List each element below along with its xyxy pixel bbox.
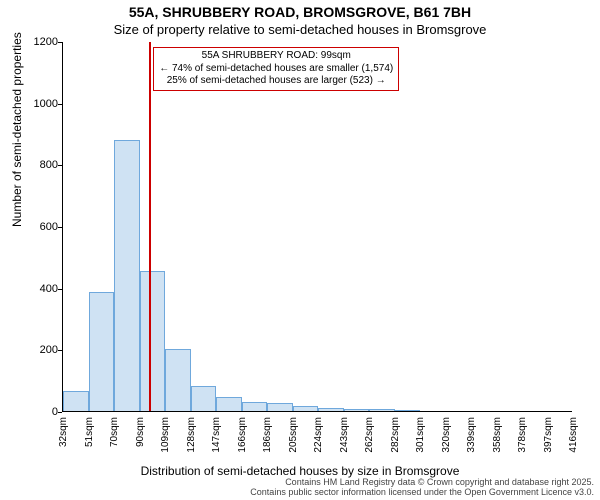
x-tick-label: 51sqm — [84, 417, 95, 447]
attribution-line-2: Contains public sector information licen… — [250, 488, 594, 498]
histogram-bar — [267, 403, 293, 411]
y-tick-label: 1200 — [34, 36, 58, 48]
plot-inner: 55A SHRUBBERY ROAD: 99sqm← 74% of semi-d… — [63, 42, 572, 411]
x-tick-label: 320sqm — [441, 417, 452, 453]
y-tick-label: 200 — [40, 344, 58, 356]
property-size-chart: 55A, SHRUBBERY ROAD, BROMSGROVE, B61 7BH… — [0, 0, 600, 500]
x-tick-label: 378sqm — [517, 417, 528, 453]
histogram-bar — [216, 397, 242, 411]
y-tick-mark — [58, 412, 62, 413]
histogram-bar — [369, 409, 395, 411]
plot-area: 55A SHRUBBERY ROAD: 99sqm← 74% of semi-d… — [62, 42, 572, 412]
x-tick-label: 70sqm — [109, 417, 120, 447]
attribution: Contains HM Land Registry data © Crown c… — [250, 478, 594, 498]
histogram-bar — [165, 349, 191, 411]
y-tick-label: 600 — [40, 221, 58, 233]
histogram-bar — [293, 406, 319, 411]
x-tick-label: 262sqm — [364, 417, 375, 453]
y-tick-label: 800 — [40, 159, 58, 171]
histogram-bar — [114, 140, 140, 411]
x-tick-label: 339sqm — [466, 417, 477, 453]
y-tick-label: 1000 — [34, 98, 58, 110]
x-tick-label: 224sqm — [313, 417, 324, 453]
x-tick-label: 282sqm — [390, 417, 401, 453]
x-tick-label: 301sqm — [415, 417, 426, 453]
histogram-bar — [242, 402, 268, 411]
x-tick-label: 416sqm — [568, 417, 579, 453]
annotation-line-1: 55A SHRUBBERY ROAD: 99sqm — [159, 50, 393, 63]
histogram-bar — [318, 408, 344, 411]
x-tick-label: 109sqm — [160, 417, 171, 453]
x-tick-label: 397sqm — [543, 417, 554, 453]
annotation-line-2: ← 74% of semi-detached houses are smalle… — [159, 63, 393, 76]
chart-title-sub: Size of property relative to semi-detach… — [0, 22, 600, 37]
y-axis-label: Number of semi-detached properties — [10, 32, 24, 227]
x-tick-label: 90sqm — [135, 417, 146, 447]
histogram-bar — [191, 386, 217, 411]
x-axis-label: Distribution of semi-detached houses by … — [0, 464, 600, 478]
x-tick-label: 32sqm — [58, 417, 69, 447]
x-tick-label: 186sqm — [262, 417, 273, 453]
histogram-bar — [344, 409, 370, 411]
annotation-box: 55A SHRUBBERY ROAD: 99sqm← 74% of semi-d… — [153, 47, 399, 91]
histogram-bar — [140, 271, 166, 411]
subject-property-marker — [149, 42, 151, 411]
histogram-bar — [63, 391, 89, 411]
histogram-bar — [89, 292, 115, 411]
x-tick-label: 205sqm — [288, 417, 299, 453]
y-tick-label: 400 — [40, 283, 58, 295]
x-tick-label: 166sqm — [237, 417, 248, 453]
chart-title-main: 55A, SHRUBBERY ROAD, BROMSGROVE, B61 7BH — [0, 4, 600, 20]
annotation-line-3: 25% of semi-detached houses are larger (… — [159, 75, 393, 88]
x-tick-label: 358sqm — [492, 417, 503, 453]
histogram-bar — [395, 410, 421, 411]
x-tick-label: 243sqm — [339, 417, 350, 453]
x-tick-label: 147sqm — [211, 417, 222, 453]
x-tick-label: 128sqm — [186, 417, 197, 453]
